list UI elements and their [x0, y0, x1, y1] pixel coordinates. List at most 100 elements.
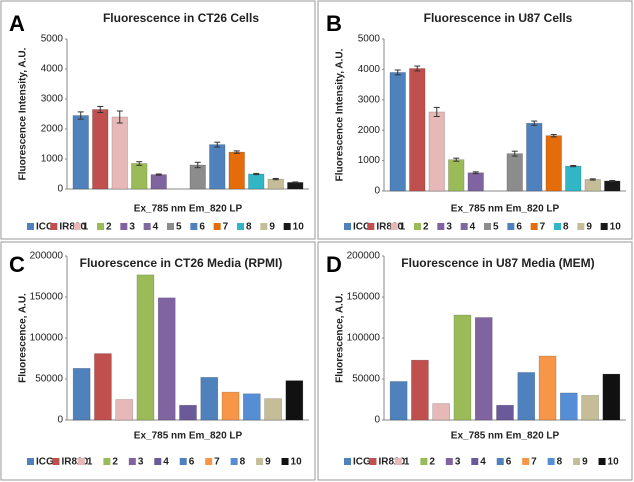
y-tick-label: 3000 [358, 94, 381, 105]
legend-label: 2 [429, 457, 435, 468]
y-tick-label: 3000 [41, 94, 64, 105]
legend-swatch [573, 458, 581, 465]
legend-swatch [367, 223, 375, 230]
legend-swatch [344, 223, 351, 230]
bar [560, 392, 578, 421]
legend-swatch [530, 223, 538, 230]
legend-label: 2 [423, 222, 429, 233]
bar [496, 404, 514, 421]
legend-swatch [577, 223, 585, 230]
legend-label: ICG [353, 457, 371, 468]
legend-label: 10 [293, 222, 305, 233]
legend-label: 9 [265, 457, 271, 468]
bar [248, 173, 265, 190]
error-bar [511, 150, 518, 157]
legend-swatch [522, 458, 530, 465]
legend-swatch [437, 223, 445, 230]
legend-label: ICG [353, 222, 371, 233]
y-tick-label: 1000 [358, 155, 381, 166]
legend-label: 2 [112, 457, 118, 468]
legend-label: 8 [557, 457, 563, 468]
legend-label: IR820 [61, 457, 88, 468]
legend-label: IR820 [59, 222, 86, 233]
panel: A Fluorescence in CT26 Cells 0 1000 2000 3000… [0, 0, 316, 240]
bar [200, 377, 219, 421]
bar [602, 373, 621, 421]
y-tick-label: 4000 [41, 64, 64, 75]
bar [111, 116, 128, 190]
error-bar [589, 178, 596, 181]
error-bar [77, 111, 84, 120]
y-tick-label: 150000 [30, 292, 64, 303]
y-axis-label: Fluorescence Intensity, A.U. [335, 48, 346, 181]
bar [264, 398, 282, 421]
legend-label: 6 [199, 222, 205, 233]
y-tick-label: 0 [374, 415, 380, 426]
bar [432, 403, 450, 421]
bar [221, 391, 240, 421]
y-tick-label: 5000 [41, 34, 64, 45]
y-tick-label: 50000 [35, 374, 63, 385]
legend-label: 9 [582, 457, 588, 468]
legend-swatch [179, 458, 187, 465]
legend-swatch [496, 458, 504, 465]
legend-swatch [77, 458, 85, 465]
bar [267, 178, 284, 190]
legend-swatch [190, 223, 198, 230]
legend-label: 8 [246, 222, 252, 233]
legend-label: 7 [223, 222, 229, 233]
panel-border [317, 0, 633, 240]
bar [157, 297, 176, 421]
y-axis-label: Fluorescence Intensity, A.U. [18, 47, 29, 180]
bar [506, 153, 523, 192]
y-axis-label: Fluorescence, A.U. [18, 293, 29, 383]
chart-title: Fluorescence in U87 Cells [424, 11, 573, 25]
legend-label: 10 [610, 222, 622, 233]
legend-label: ICG [36, 222, 54, 233]
chart-title: Fluorescence in U87 Media (MEM) [401, 256, 594, 270]
bar [150, 174, 167, 190]
panel-border [0, 241, 316, 481]
panel-border [0, 0, 316, 240]
bar [565, 165, 582, 192]
legend-swatch [52, 458, 60, 465]
bar [72, 368, 91, 421]
legend-label: 7 [540, 222, 546, 233]
error-bar [214, 141, 221, 148]
legend-label: 1 [83, 222, 89, 233]
panel: B Fluorescence in U87 Cells 0 1000 2000 3000 4… [317, 0, 633, 240]
error-bar [414, 65, 421, 72]
bar [545, 135, 562, 192]
legend-swatch [390, 223, 398, 230]
y-tick-label: 200000 [30, 251, 64, 262]
legend-swatch [369, 458, 377, 465]
legend-swatch [27, 223, 34, 230]
legend-swatch [103, 458, 111, 465]
bar [72, 115, 89, 190]
legend-swatch [256, 458, 264, 465]
chart-title: Fluorescence in CT26 Cells [103, 11, 259, 25]
legend-label: 3 [138, 457, 144, 468]
bar [94, 353, 112, 421]
legend-swatch [237, 223, 244, 230]
legend-label: 9 [269, 222, 275, 233]
legend-label: 1 [400, 222, 406, 233]
error-bar [453, 157, 460, 162]
chart-title: Fluorescence in CT26 Media (RPMI) [80, 256, 283, 270]
legend-swatch [230, 458, 238, 465]
legend-swatch [600, 223, 608, 230]
legend-swatch [73, 223, 81, 230]
legend-swatch [471, 458, 479, 465]
y-tick-label: 0 [374, 186, 380, 197]
error-bar [570, 164, 577, 168]
legend-label: 6 [189, 457, 195, 468]
bar [428, 111, 445, 192]
error-bar [97, 106, 104, 113]
panel-letter: C [9, 252, 25, 277]
bar [581, 395, 599, 421]
x-axis-label: Ex_785 nm Em_820 LP [451, 431, 560, 442]
legend-swatch [598, 458, 606, 465]
legend-swatch [97, 223, 104, 230]
legend-swatch [154, 458, 162, 465]
